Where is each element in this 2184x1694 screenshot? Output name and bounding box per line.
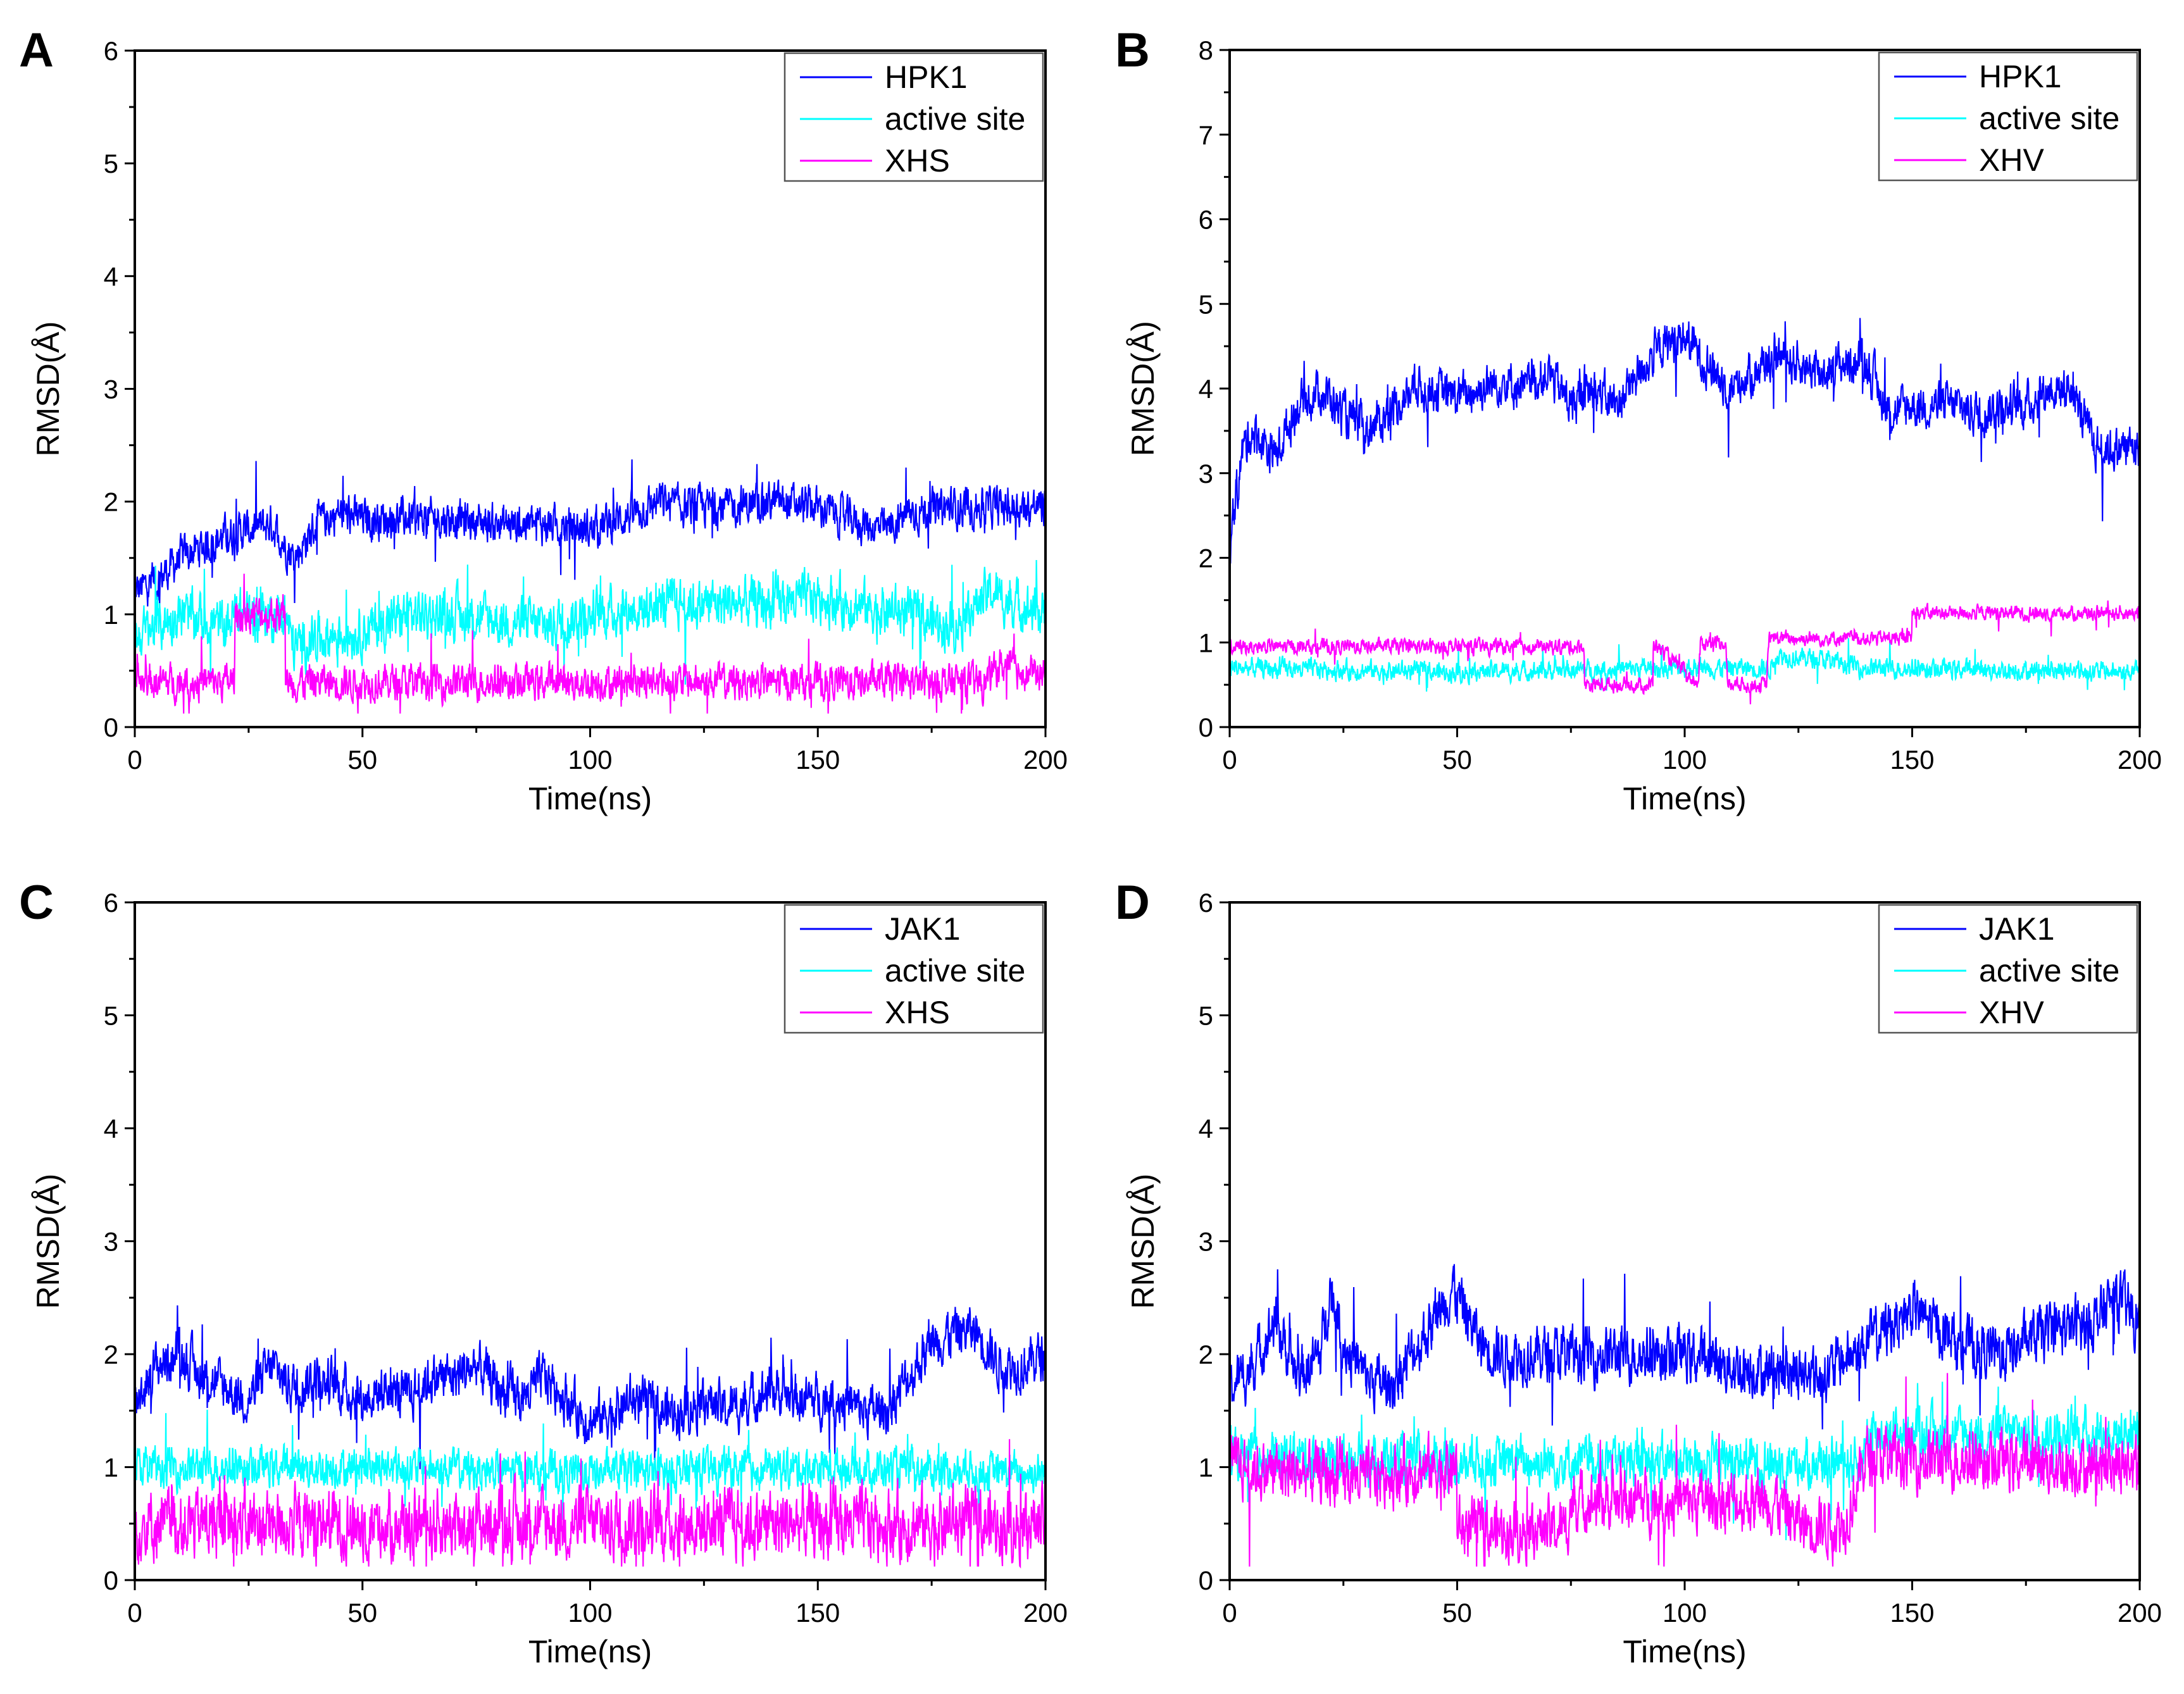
y-tick-label: 1	[1199, 628, 1213, 657]
panel-letter: D	[1115, 876, 1150, 930]
y-tick-label: 7	[1199, 120, 1213, 150]
y-tick-label: 6	[1199, 888, 1213, 918]
x-axis-title: Time(ns)	[1623, 781, 1746, 816]
y-tick-label: 2	[104, 487, 118, 517]
y-tick-label: 5	[104, 1001, 118, 1031]
y-tick-label: 5	[1199, 1001, 1213, 1031]
y-tick-label: 2	[1199, 1340, 1213, 1369]
series-line-hpk1	[134, 459, 1047, 607]
x-tick-label: 0	[1222, 1598, 1237, 1628]
series-line-active-site	[134, 1409, 1047, 1524]
panel-letter: C	[19, 876, 54, 930]
legend: HPK1 active site XHV	[1878, 51, 2138, 182]
legend-label: active site	[885, 101, 1025, 137]
y-tick-label: 1	[104, 600, 118, 630]
panel-letter: B	[1115, 23, 1150, 77]
y-tick-label: 3	[104, 1227, 118, 1257]
x-tick-label: 150	[1890, 1598, 1934, 1628]
series-line-active-site	[134, 559, 1047, 685]
legend-label: XHV	[1979, 995, 2044, 1030]
legend-box	[783, 904, 1044, 1034]
panel-C: C 0 1 2 3 4 5 6 0 50 100 150 200 Time(ns) RMSD(Å) JAK1 a…	[19, 876, 1068, 1669]
y-tick-label: 0	[1199, 713, 1213, 742]
x-tick-label: 0	[127, 1598, 142, 1628]
series-line-hpk1	[1228, 318, 2141, 564]
panel-letter: A	[19, 23, 54, 77]
legend-label: active site	[1979, 953, 2119, 988]
legend-label: HPK1	[1979, 59, 2062, 94]
x-tick-label: 100	[1663, 745, 1707, 775]
x-tick-label: 50	[347, 1598, 377, 1628]
x-tick-label: 200	[1023, 745, 1068, 775]
x-axis-title: Time(ns)	[528, 781, 652, 816]
y-tick-label: 5	[1199, 289, 1213, 319]
y-tick-label: 4	[104, 261, 118, 291]
y-tick-label: 6	[104, 36, 118, 66]
y-tick-label: 5	[104, 149, 118, 178]
x-axis-title: Time(ns)	[1623, 1634, 1746, 1669]
series-line-active-site	[1228, 638, 2141, 692]
series-line-jak1	[134, 1305, 1047, 1469]
y-tick-label: 4	[1199, 374, 1213, 404]
y-tick-label: 6	[104, 888, 118, 918]
x-axis-title: Time(ns)	[528, 1634, 652, 1669]
x-tick-label: 200	[2118, 745, 2162, 775]
y-tick-label: 6	[1199, 205, 1213, 235]
y-tick-label: 4	[104, 1114, 118, 1143]
y-tick-label: 0	[104, 1566, 118, 1595]
legend-label: active site	[885, 953, 1025, 988]
panel-A: A 0 1 2 3 4 5 6 0 50 100 150 200 Time(ns) RMSD(Å) HPK1 a…	[19, 23, 1068, 816]
y-tick-label: 1	[1199, 1453, 1213, 1483]
legend-label: JAK1	[885, 911, 961, 947]
y-axis-title: RMSD(Å)	[30, 321, 66, 457]
legend-label: XHV	[1979, 142, 2044, 178]
legend: HPK1 active site XHS	[783, 52, 1044, 182]
y-axis-title: RMSD(Å)	[30, 1174, 66, 1309]
x-tick-label: 150	[796, 1598, 840, 1628]
legend-label: active site	[1979, 101, 2119, 136]
x-tick-label: 0	[127, 745, 142, 775]
legend-box	[783, 52, 1044, 182]
y-axis-title: RMSD(Å)	[1125, 321, 1161, 456]
y-tick-label: 4	[1199, 1114, 1213, 1143]
panel-B: B 0 1 2 3 4 5 6 7 8 0 50 100 150 200 Time(ns) RMSD(Å) HPK…	[1115, 23, 2162, 816]
legend: JAK1 active site XHS	[783, 904, 1044, 1034]
y-tick-label: 3	[1199, 1227, 1213, 1257]
x-tick-label: 100	[568, 745, 612, 775]
legend: JAK1 active site XHV	[1878, 904, 2138, 1034]
legend-label: JAK1	[1979, 911, 2055, 947]
x-tick-label: 0	[1222, 745, 1237, 775]
x-tick-label: 100	[1663, 1598, 1707, 1628]
x-tick-label: 50	[1442, 1598, 1472, 1628]
x-tick-label: 150	[796, 745, 840, 775]
x-tick-label: 200	[1023, 1598, 1068, 1628]
legend-label: XHS	[885, 143, 950, 178]
x-tick-label: 100	[568, 1598, 612, 1628]
y-tick-label: 8	[1199, 35, 1213, 65]
legend-label: XHS	[885, 995, 950, 1030]
legend-box	[1878, 51, 2138, 182]
y-tick-label: 3	[104, 375, 118, 404]
x-tick-label: 50	[347, 745, 377, 775]
series-line-xhs	[134, 1439, 1047, 1569]
series-line-xhv	[1228, 600, 2140, 705]
y-axis-title: RMSD(Å)	[1125, 1174, 1161, 1309]
y-tick-label: 1	[104, 1453, 118, 1483]
x-tick-label: 150	[1890, 745, 1934, 775]
x-tick-label: 200	[2118, 1598, 2162, 1628]
series-line-jak1	[1228, 1264, 2141, 1429]
y-tick-label: 2	[104, 1340, 118, 1369]
y-tick-label: 2	[1199, 544, 1213, 573]
y-tick-label: 0	[1199, 1566, 1213, 1595]
panel-D: D 0 1 2 3 4 5 6 0 50 100 150 200 Time(ns) RMSD(Å) JAK1 a…	[1115, 876, 2162, 1669]
x-tick-label: 50	[1442, 745, 1472, 775]
legend-label: HPK1	[885, 59, 968, 95]
series-line-xhs	[134, 573, 1047, 714]
series-line-xhv	[1228, 1373, 2141, 1567]
y-tick-label: 0	[104, 713, 118, 742]
legend-box	[1878, 904, 2138, 1034]
y-tick-label: 3	[1199, 459, 1213, 489]
